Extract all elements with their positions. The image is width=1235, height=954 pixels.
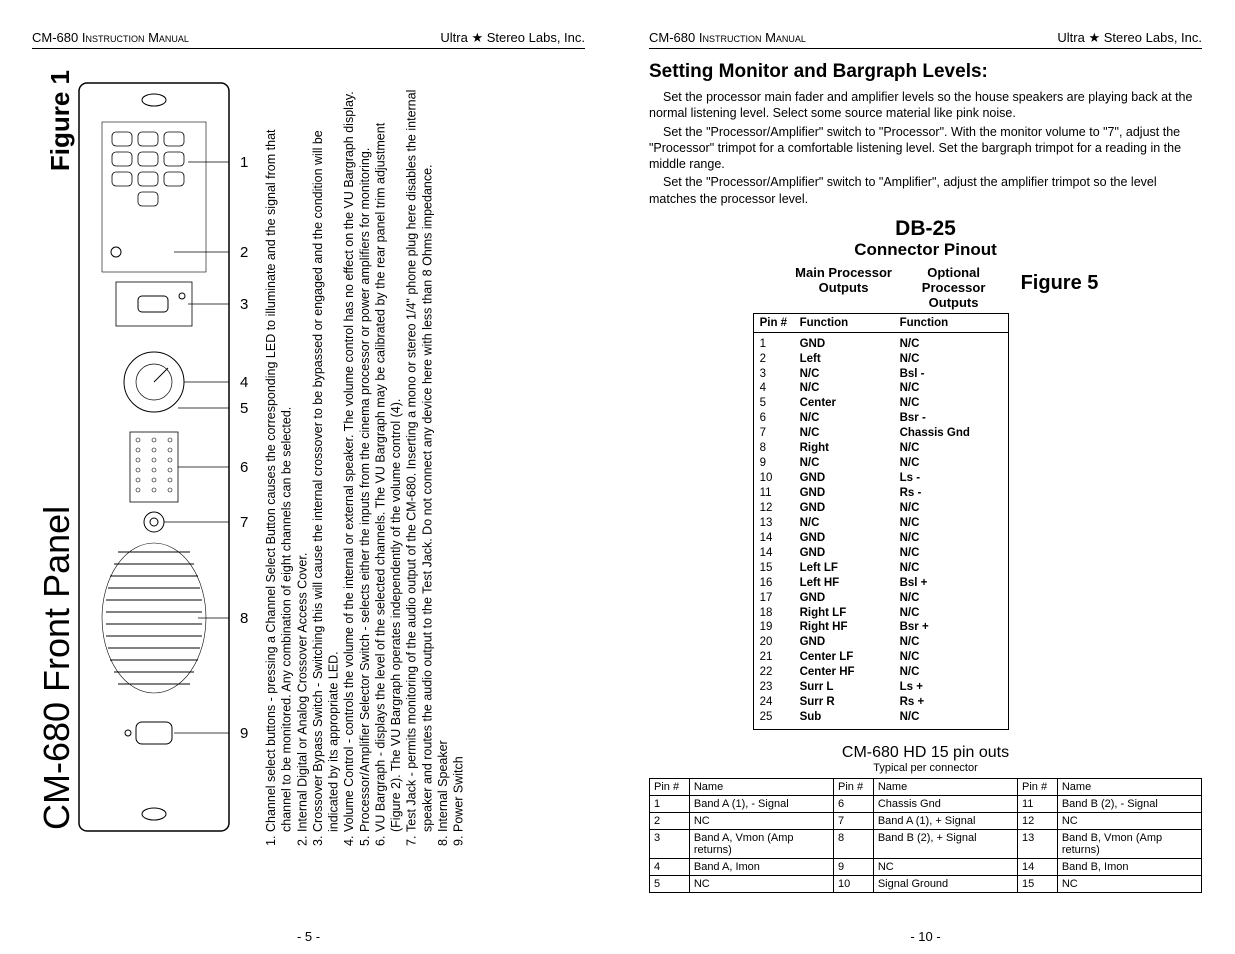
- db25-main-column: GNDLeftN/CN/CCenterN/CN/CRightN/CGNDGNDG…: [794, 333, 894, 729]
- callout-6: 6: [240, 459, 248, 476]
- table-cell: 8: [833, 830, 873, 859]
- callout-9: 9: [240, 725, 248, 742]
- hd-col-header: Name: [1057, 779, 1201, 796]
- table-cell: 4: [650, 859, 690, 876]
- description-item: Internal Digital or Analog Crossover Acc…: [295, 84, 311, 832]
- db25-title-2: Connector Pinout: [649, 240, 1202, 260]
- db25-pinout-table: Pin # Function Function 1234567891011121…: [753, 313, 1009, 730]
- front-panel-diagram: [78, 82, 230, 832]
- description-item: Test Jack - permits monitoring of the au…: [405, 84, 436, 832]
- hd-col-header: Pin #: [1017, 779, 1057, 796]
- col-fn2-header: Function: [894, 314, 1004, 332]
- table-cell: NC: [689, 876, 833, 893]
- table-cell: 12: [1017, 813, 1057, 830]
- company-name: Ultra ★ Stereo Labs, Inc.: [440, 30, 585, 46]
- db25-sub-headers: Main Processor Outputs Optional Processo…: [753, 266, 1009, 311]
- table-cell: Band A (1), + Signal: [873, 813, 1017, 830]
- callout-numbers: 1 2 3 4 5 6 7 8 9: [240, 82, 260, 832]
- description-list: Channel select buttons - pressing a Chan…: [264, 82, 584, 832]
- col-pin-header: Pin #: [754, 314, 794, 332]
- table-cell: 6: [833, 796, 873, 813]
- db25-optional-column: N/CN/CBsl -N/CN/CBsr -Chassis GndN/CN/CL…: [894, 333, 1004, 729]
- callout-8: 8: [240, 610, 248, 627]
- table-cell: 1: [650, 796, 690, 813]
- page-left: CM-680 Instruction Manual Ultra ★ Stereo…: [0, 0, 617, 954]
- callout-3: 3: [240, 296, 248, 313]
- table-cell: 9: [833, 859, 873, 876]
- figure-5-label: Figure 5: [1021, 272, 1099, 295]
- front-panel-title: CM-680 Front Panel: [36, 506, 78, 830]
- header-right: CM-680 Instruction Manual Ultra ★ Stereo…: [649, 30, 1202, 49]
- table-cell: NC: [1057, 813, 1201, 830]
- table-row: 2NC7Band A (1), + Signal12NC: [650, 813, 1202, 830]
- table-cell: Band A, Vmon (Amp returns): [689, 830, 833, 859]
- page-number-left: - 5 -: [0, 929, 617, 944]
- table-cell: Band B, Imon: [1057, 859, 1201, 876]
- col-fn-header: Function: [794, 314, 894, 332]
- table-cell: NC: [873, 859, 1017, 876]
- description-item: Volume Control - controls the volume of …: [342, 84, 358, 832]
- table-cell: 3: [650, 830, 690, 859]
- hd-title: CM-680 HD 15 pin outs: [649, 744, 1202, 762]
- hd-pinout-table: Pin #NamePin #NamePin #Name 1Band A (1),…: [649, 778, 1202, 893]
- description-item: Processor/Amplifier Selector Switch - se…: [358, 84, 374, 832]
- table-row: 3Band A, Vmon (Amp returns)8Band B (2), …: [650, 830, 1202, 859]
- table-cell: 13: [1017, 830, 1057, 859]
- table-cell: 10: [833, 876, 873, 893]
- hd-col-header: Name: [873, 779, 1017, 796]
- hd-col-header: Name: [689, 779, 833, 796]
- table-cell: Band B (2), + Signal: [873, 830, 1017, 859]
- rotated-title: CM-680 Front Panel Figure 1: [36, 70, 78, 830]
- section-title: Setting Monitor and Bargraph Levels:: [649, 61, 1202, 83]
- callout-1: 1: [240, 154, 248, 171]
- para-3: Set the "Processor/Amplifier" switch to …: [649, 174, 1202, 207]
- table-cell: 2: [650, 813, 690, 830]
- opt-proc-head: Optional Processor Outputs: [899, 266, 1009, 311]
- manual-title: CM-680 Instruction Manual: [32, 30, 189, 46]
- body-text: Set the processor main fader and amplifi…: [649, 89, 1202, 207]
- hd-subtitle: Typical per connector: [649, 762, 1202, 774]
- para-2: Set the "Processor/Amplifier" switch to …: [649, 124, 1202, 173]
- description-item: Channel select buttons - pressing a Chan…: [264, 84, 295, 832]
- description-item: Power Switch: [452, 84, 468, 832]
- db25-pin-column: 1234567891011121314141516171819202122232…: [754, 333, 794, 729]
- figure-1-label: Figure 1: [45, 70, 76, 171]
- table-cell: Band A, Imon: [689, 859, 833, 876]
- table-row: 5NC10Signal Ground15NC: [650, 876, 1202, 893]
- para-1: Set the processor main fader and amplifi…: [649, 89, 1202, 122]
- table-row: 1Band A (1), - Signal6Chassis Gnd11Band …: [650, 796, 1202, 813]
- description-item: VU Bargraph - displays the level of the …: [373, 84, 404, 832]
- page-right: CM-680 Instruction Manual Ultra ★ Stereo…: [617, 0, 1234, 954]
- table-cell: 14: [1017, 859, 1057, 876]
- table-cell: 7: [833, 813, 873, 830]
- main-proc-head: Main Processor Outputs: [789, 266, 899, 311]
- table-cell: 5: [650, 876, 690, 893]
- callout-5: 5: [240, 400, 248, 417]
- callout-4: 4: [240, 374, 248, 391]
- table-cell: Chassis Gnd: [873, 796, 1017, 813]
- table-cell: Signal Ground: [873, 876, 1017, 893]
- description-item: Crossover Bypass Switch - Switching this…: [311, 84, 342, 832]
- table-row: 4Band A, Imon9NC14Band B, Imon: [650, 859, 1202, 876]
- callout-2: 2: [240, 244, 248, 261]
- company-name-r: Ultra ★ Stereo Labs, Inc.: [1057, 30, 1202, 46]
- description-item: Internal Speaker: [436, 84, 452, 832]
- table-cell: NC: [689, 813, 833, 830]
- table-cell: Band B (2), - Signal: [1057, 796, 1201, 813]
- table-cell: Band A (1), - Signal: [689, 796, 833, 813]
- table-cell: NC: [1057, 876, 1201, 893]
- table-cell: Band B, Vmon (Amp returns): [1057, 830, 1201, 859]
- page-number-right: - 10 -: [617, 929, 1234, 944]
- hd-col-header: Pin #: [650, 779, 690, 796]
- manual-title-r: CM-680 Instruction Manual: [649, 30, 806, 46]
- hd-col-header: Pin #: [833, 779, 873, 796]
- header-left: CM-680 Instruction Manual Ultra ★ Stereo…: [32, 30, 585, 49]
- table-cell: 11: [1017, 796, 1057, 813]
- callout-7: 7: [240, 514, 248, 531]
- table-cell: 15: [1017, 876, 1057, 893]
- db25-title-1: DB-25: [649, 217, 1202, 240]
